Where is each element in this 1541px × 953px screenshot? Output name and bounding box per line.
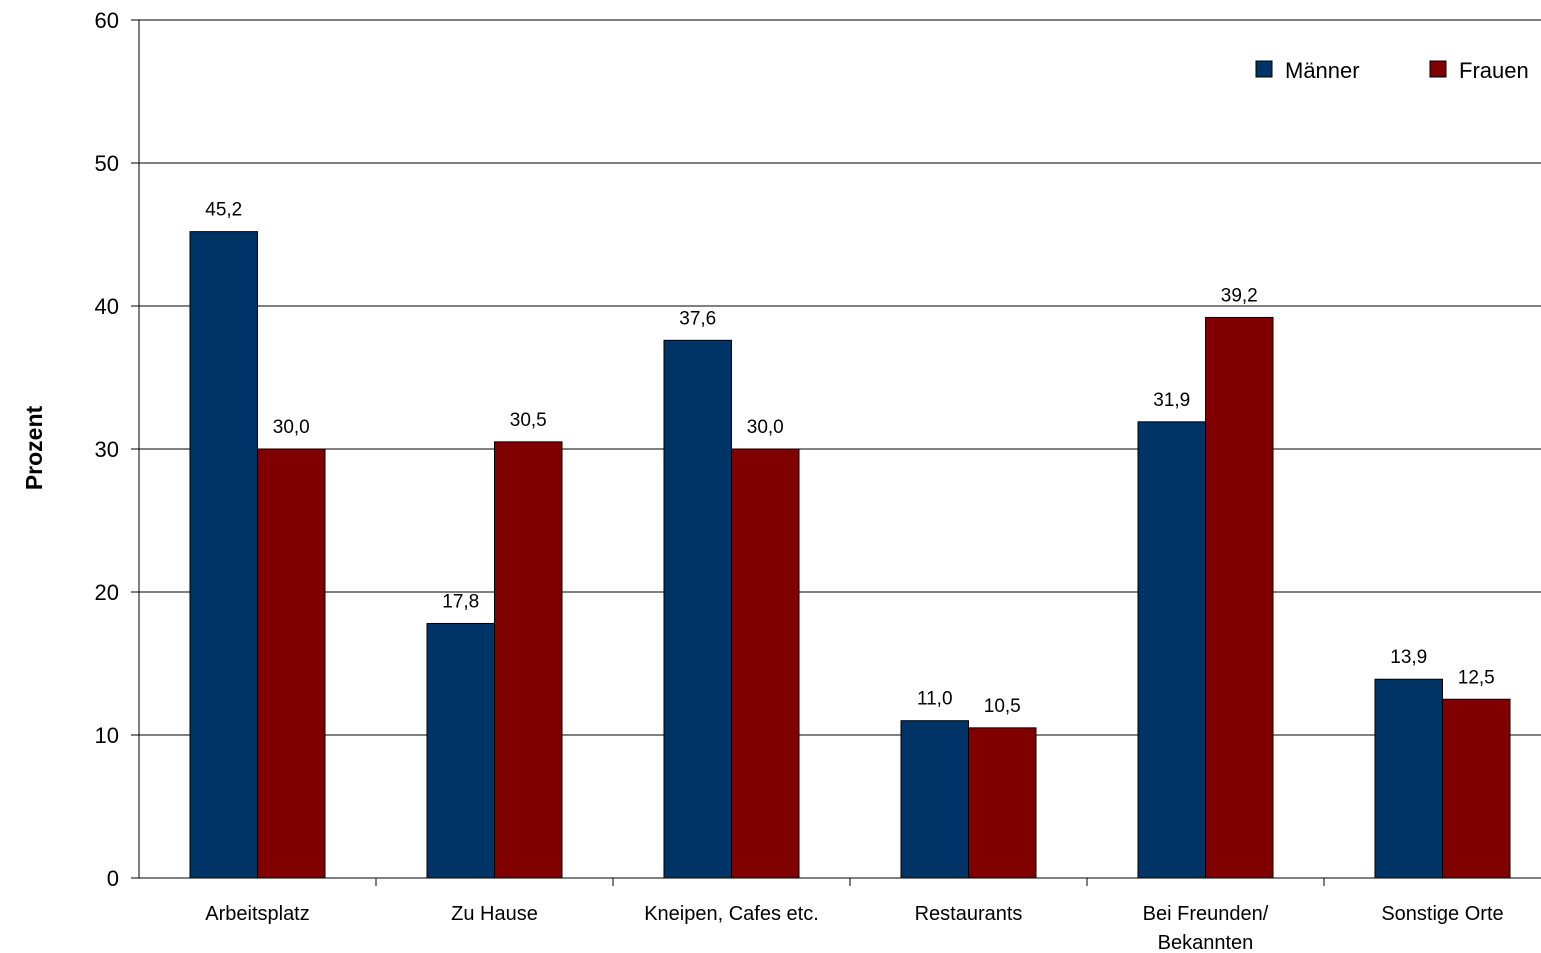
legend-swatch <box>1429 60 1447 78</box>
axes <box>131 19 1541 886</box>
data-label: 11,0 <box>917 689 953 710</box>
y-tick-label: 0 <box>107 866 119 891</box>
data-label: 13,9 <box>1390 647 1427 668</box>
data-label: 45,2 <box>205 200 242 221</box>
grid-lines <box>139 19 1541 736</box>
bar-maenner <box>1374 678 1443 879</box>
bar-maenner <box>426 622 495 879</box>
bar-frauen <box>494 441 563 879</box>
bar-maenner <box>663 339 732 879</box>
category-label: Bei Freunden/ <box>1143 903 1269 925</box>
category-label: Kneipen, Cafes etc. <box>644 903 819 925</box>
bar-maenner <box>189 231 258 879</box>
y-axis-title: Prozent <box>21 405 47 490</box>
legend: Männer Frauen <box>1255 58 1529 83</box>
y-tick-label: 60 <box>95 8 119 33</box>
data-label: 12,5 <box>1458 667 1495 688</box>
category-label: Arbeitsplatz <box>205 903 310 925</box>
legend-label: Frauen <box>1459 58 1529 83</box>
bar-frauen <box>257 448 326 879</box>
labels: 0 10 20 30 40 50 60 45,2 17,8 37,6 11,0 31,9 13,9 30,… <box>95 8 1504 953</box>
category-label: Sonstige Orte <box>1381 903 1503 925</box>
bar-frauen <box>1205 316 1274 879</box>
y-tick-label: 40 <box>95 294 119 319</box>
category-label: Restaurants <box>915 903 1023 925</box>
bar-frauen <box>731 448 800 879</box>
y-tick-label: 50 <box>95 151 119 176</box>
bar-frauen <box>968 727 1037 879</box>
y-tick-label: 30 <box>95 437 119 462</box>
y-tick-label: 10 <box>95 723 119 748</box>
data-label: 30,0 <box>273 417 310 438</box>
data-label: 17,8 <box>442 591 479 612</box>
bars <box>189 231 1511 879</box>
data-label: 30,5 <box>510 410 547 431</box>
legend-swatch <box>1255 60 1273 78</box>
data-label: 10,5 <box>984 696 1021 717</box>
category-label: Zu Hause <box>451 903 538 925</box>
y-tick-label: 20 <box>95 580 119 605</box>
legend-label: Männer <box>1285 58 1360 83</box>
category-label: Bekannten <box>1158 932 1254 953</box>
bar-frauen <box>1442 698 1511 879</box>
data-label: 30,0 <box>747 417 784 438</box>
bar-maenner <box>900 720 969 879</box>
bar-maenner <box>1137 421 1206 879</box>
data-label: 31,9 <box>1153 390 1190 411</box>
data-label: 39,2 <box>1221 285 1258 306</box>
data-label: 37,6 <box>679 308 716 329</box>
